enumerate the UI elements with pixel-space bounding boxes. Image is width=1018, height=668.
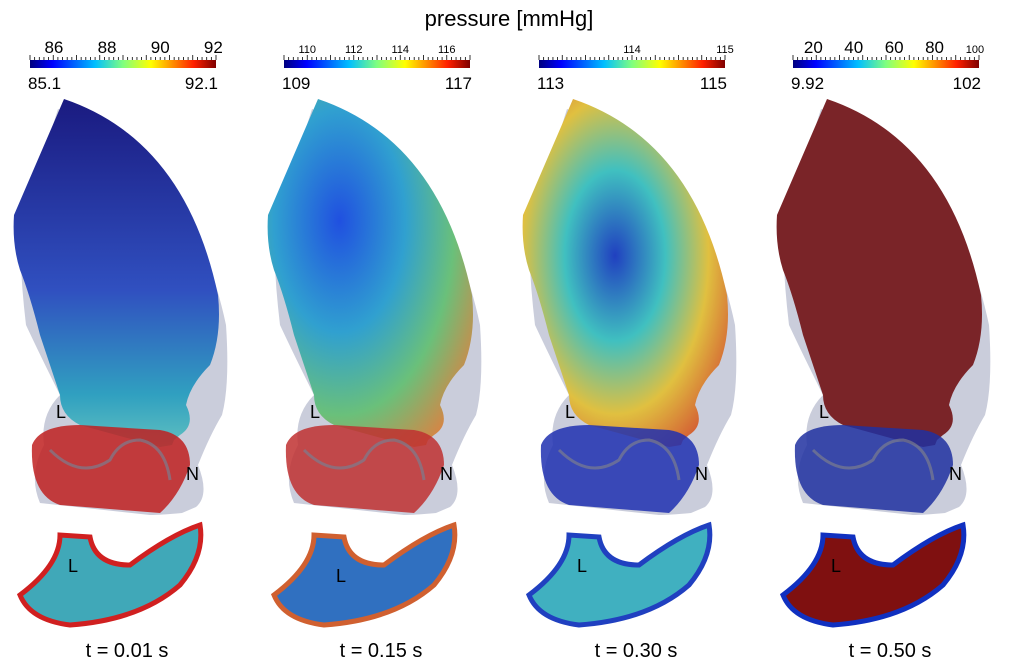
aortic-surface [776, 99, 982, 447]
time-label: t = 0.50 s [848, 640, 932, 662]
colorbar-max-label: 115 [699, 74, 727, 93]
aortic-root-render [13, 99, 228, 628]
leaflet-label-L: L [819, 402, 830, 422]
aortic-surface [522, 99, 728, 447]
colorbar-tick-label: 80 [925, 38, 944, 57]
closeup-label-L: L [68, 556, 79, 576]
colorbar: 114 115 [538, 44, 734, 68]
colorbar-gradient [539, 60, 725, 68]
colorbar-tick-label: 88 [98, 38, 117, 57]
leaflet-label-N: N [440, 464, 453, 484]
colorbar-max-label: 117 [444, 74, 472, 93]
colorbar-tick-label: 100 [966, 44, 984, 56]
valve-sinus-region [794, 425, 953, 513]
valve-leaflet-outline [48, 438, 172, 481]
closeup-label-L: L [831, 556, 842, 576]
colorbar-tick-label: 40 [844, 38, 863, 57]
leaflet-mesh [270, 521, 458, 628]
closeup-label-L: L [577, 556, 588, 576]
colorbar-min-label: 9.92 [791, 74, 825, 93]
colorbar-tick-label: 92 [204, 38, 223, 57]
colorbar-tick-label: 86 [44, 38, 63, 57]
colorbar-tick-label: 110 [298, 44, 316, 56]
valve-sinus-region [285, 425, 444, 513]
colorbar-min-label: 109 [282, 74, 311, 93]
colorbar-max-label: 92.1 [184, 74, 218, 93]
colorbar-max-label: 102 [952, 74, 981, 93]
leaflet-label-N: N [695, 464, 708, 484]
colorbar-tick-label: 114 [623, 44, 641, 56]
colorbar-tick-label: 20 [804, 38, 823, 57]
leaflet-label-L: L [310, 402, 321, 422]
leaflet-label-L: L [56, 402, 67, 422]
colorbar-tick-label: 114 [391, 44, 409, 56]
aortic-root-render [776, 99, 991, 628]
time-label: t = 0.15 s [339, 640, 423, 662]
colorbar-tick-label: 116 [438, 44, 456, 56]
colorbar-gradient [793, 60, 979, 68]
figure-title: pressure [mmHg] [424, 6, 594, 31]
aortic-surface [267, 99, 473, 447]
colorbar-tick-label: 112 [345, 44, 363, 56]
colorbar-min-label: 113 [537, 74, 565, 93]
leaflet-mesh [16, 521, 204, 628]
valve-sinus-region [540, 425, 699, 513]
colorbar: 20 40 60 80 100 [792, 38, 984, 68]
leaflet-label-L: L [565, 402, 576, 422]
leaflet-mesh [525, 521, 713, 628]
valve-leaflet-outline [302, 438, 426, 481]
time-label: t = 0.01 s [85, 640, 169, 662]
valve-sinus-region [31, 425, 190, 513]
valve-leaflet-outline [811, 438, 935, 481]
colorbar-min-label: 85.1 [28, 74, 62, 93]
colorbar: 110 112 114 116 [283, 44, 471, 68]
aortic-surface [13, 99, 219, 447]
leaflet-mesh [779, 521, 967, 628]
closeup-label-L: L [336, 566, 347, 586]
colorbar-gradient [30, 60, 216, 68]
colorbar: 86 88 90 92 [29, 38, 223, 68]
aortic-root-render [522, 99, 737, 628]
time-label: t = 0.30 s [594, 640, 678, 662]
leaflet-label-N: N [949, 464, 962, 484]
colorbar-tick-label: 115 [716, 44, 734, 56]
colorbar-gradient [284, 60, 470, 68]
valve-leaflet-outline [557, 438, 681, 481]
colorbar-tick-label: 90 [151, 38, 170, 57]
colorbar-tick-label: 60 [885, 38, 904, 57]
leaflet-label-N: N [186, 464, 199, 484]
aortic-root-render [267, 99, 482, 628]
